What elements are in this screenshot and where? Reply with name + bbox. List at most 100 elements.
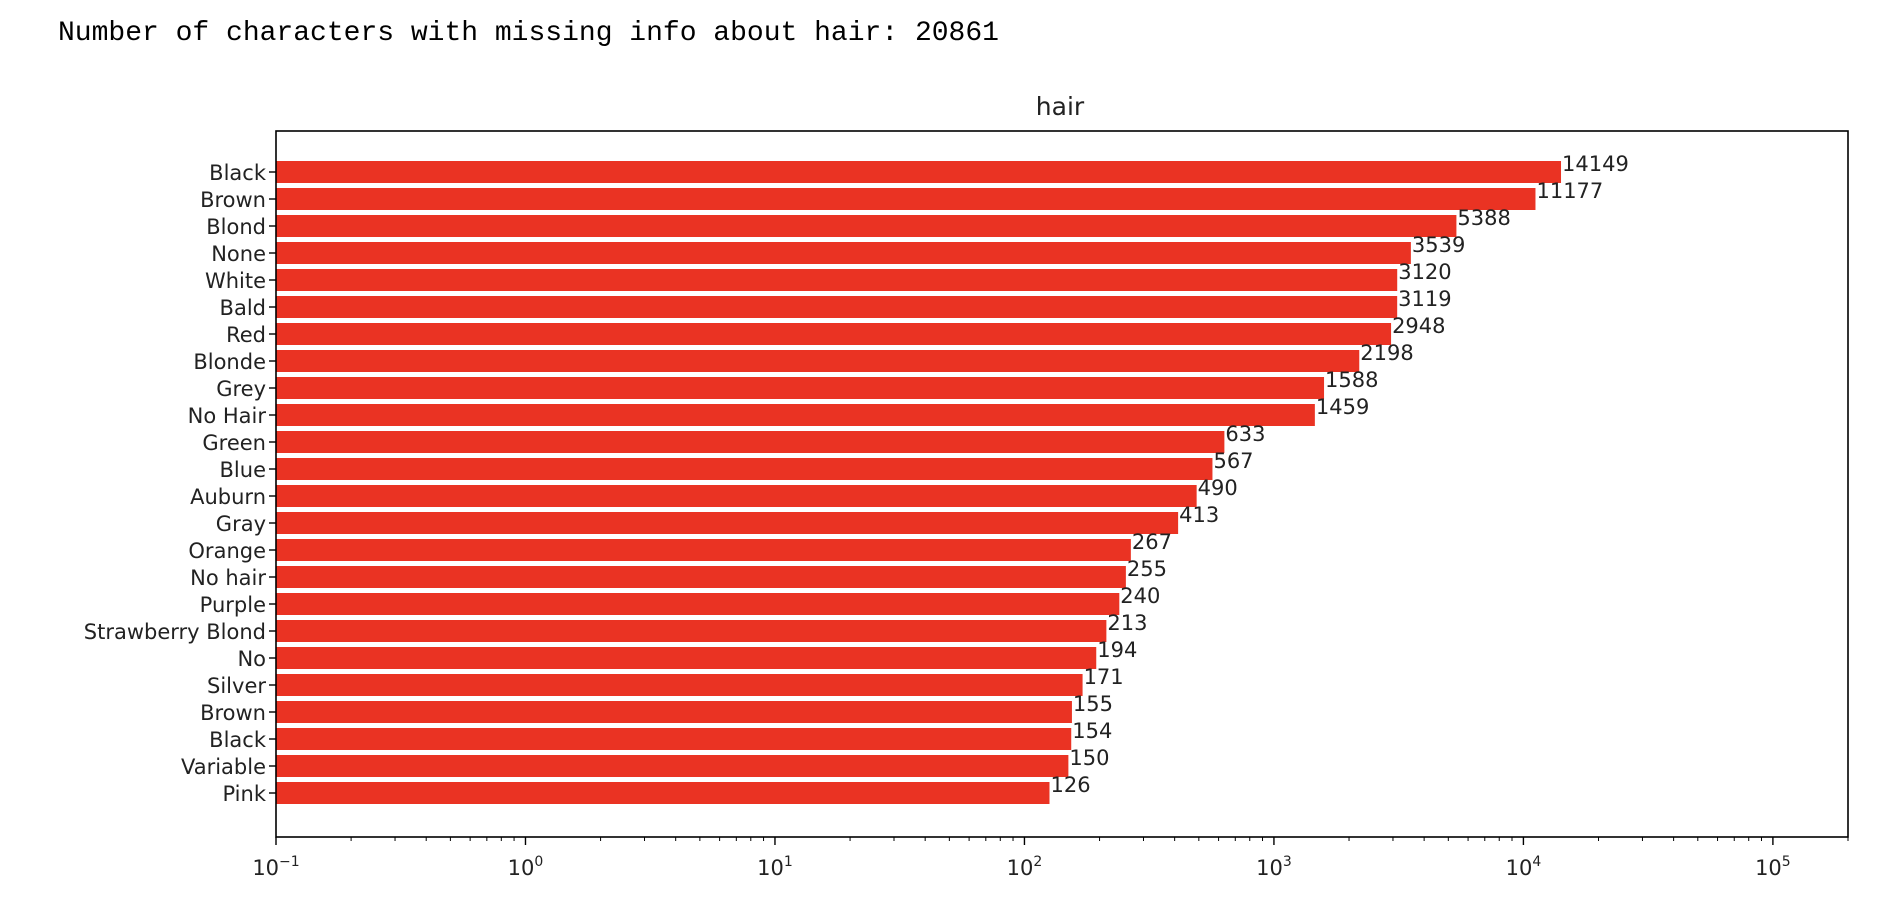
bar-value-label: 255 — [1127, 557, 1167, 581]
plot-frame — [275, 130, 1849, 838]
bar — [276, 269, 1398, 291]
category-label: No Hair — [188, 404, 267, 428]
x-tick-base: 10 — [252, 856, 279, 880]
category-label: Red — [226, 323, 266, 347]
bar — [276, 728, 1072, 750]
bar-value-label: 2948 — [1392, 314, 1445, 338]
output-text: Number of characters with missing info a… — [58, 18, 999, 49]
category-label: Green — [202, 431, 266, 455]
x-tick-exponent: 4 — [1532, 854, 1541, 870]
x-tick-exponent: 3 — [1283, 854, 1292, 870]
bar — [276, 512, 1179, 534]
category-label: Silver — [207, 674, 266, 698]
bar-value-label: 3119 — [1398, 287, 1451, 311]
bar-value-label: 267 — [1132, 530, 1172, 554]
bar-value-label: 213 — [1107, 611, 1147, 635]
x-tick-exponent: −1 — [279, 854, 300, 870]
bar-value-label: 126 — [1050, 773, 1090, 797]
x-tick-base: 10 — [1007, 856, 1034, 880]
category-label: Black — [209, 161, 267, 185]
category-label: Blue — [220, 458, 266, 482]
category-label: Gray — [216, 512, 266, 536]
category-label: Auburn — [190, 485, 266, 509]
bar — [276, 782, 1050, 804]
bar — [276, 161, 1562, 183]
x-tick-label: 101 — [757, 854, 793, 880]
bars-layer — [276, 161, 1562, 804]
x-tick-base: 10 — [757, 856, 784, 880]
bar-value-label: 567 — [1213, 449, 1253, 473]
bar — [276, 647, 1097, 669]
x-tick-label: 105 — [1755, 854, 1791, 880]
bar — [276, 566, 1126, 588]
x-tick-base: 10 — [1506, 856, 1533, 880]
bar-value-label: 154 — [1072, 719, 1112, 743]
bar-value-label: 11177 — [1536, 179, 1603, 203]
x-tick-exponent: 0 — [534, 854, 543, 870]
bar — [276, 539, 1131, 561]
bar — [276, 296, 1398, 318]
bar — [276, 701, 1072, 723]
category-label: Blond — [206, 215, 266, 239]
bar — [276, 188, 1536, 210]
category-label: Orange — [188, 539, 266, 563]
category-label: Blonde — [193, 350, 266, 374]
category-label: Purple — [200, 593, 266, 617]
x-tick-base: 10 — [1256, 856, 1283, 880]
bar-value-label: 1588 — [1325, 368, 1378, 392]
bar-value-label: 5388 — [1457, 206, 1510, 230]
bar-value-label: 3120 — [1398, 260, 1451, 284]
bar — [276, 485, 1197, 507]
x-tick-exponent: 5 — [1782, 854, 1791, 870]
bar — [276, 323, 1392, 345]
bar — [276, 215, 1457, 237]
bar-value-label: 14149 — [1562, 152, 1629, 176]
category-label: Bald — [220, 296, 266, 320]
x-tick-exponent: 2 — [1033, 854, 1042, 870]
bar — [276, 620, 1107, 642]
bar-value-label: 155 — [1073, 692, 1113, 716]
labels-layer: Black 14149 Brown 11177 Blond 5388 None 3539 Whi… — [84, 152, 1629, 806]
bar-value-label: 413 — [1179, 503, 1219, 527]
bar — [276, 404, 1315, 426]
bar-value-label: 3539 — [1412, 233, 1465, 257]
chart-title: hair — [1036, 92, 1085, 121]
category-label: White — [205, 269, 266, 293]
x-axis: 10−1 100 101 102 103 104 105 — [252, 171, 1849, 880]
bar — [276, 755, 1069, 777]
x-tick-label: 10−1 — [252, 854, 299, 880]
bar-value-label: 194 — [1097, 638, 1137, 662]
category-label: No hair — [190, 566, 266, 590]
category-label: Pink — [222, 782, 266, 806]
x-tick-label: 100 — [508, 854, 544, 880]
bar — [276, 431, 1225, 453]
category-label: Black — [209, 728, 267, 752]
category-label: Brown — [200, 701, 266, 725]
bar — [276, 350, 1360, 372]
bar — [276, 242, 1411, 264]
x-tick-base: 10 — [1755, 856, 1782, 880]
x-tick-label: 104 — [1506, 854, 1542, 880]
bar — [276, 377, 1325, 399]
bar-value-label: 2198 — [1360, 341, 1413, 365]
x-tick-exponent: 1 — [784, 854, 793, 870]
bar-value-label: 633 — [1225, 422, 1265, 446]
bar-value-label: 171 — [1084, 665, 1124, 689]
category-label: None — [211, 242, 266, 266]
bar — [276, 593, 1120, 615]
x-tick-label: 103 — [1256, 854, 1292, 880]
category-label: Variable — [181, 755, 266, 779]
category-label: Brown — [200, 188, 266, 212]
bar-value-label: 150 — [1069, 746, 1109, 770]
category-label: No — [237, 647, 266, 671]
x-tick-label: 102 — [1007, 854, 1043, 880]
category-label: Grey — [216, 377, 266, 401]
x-tick-base: 10 — [508, 856, 535, 880]
bar-value-label: 240 — [1120, 584, 1160, 608]
category-label: Strawberry Blond — [84, 620, 266, 644]
bar — [276, 674, 1083, 696]
bar-value-label: 1459 — [1316, 395, 1369, 419]
bar — [276, 458, 1213, 480]
bar-value-label: 490 — [1198, 476, 1238, 500]
